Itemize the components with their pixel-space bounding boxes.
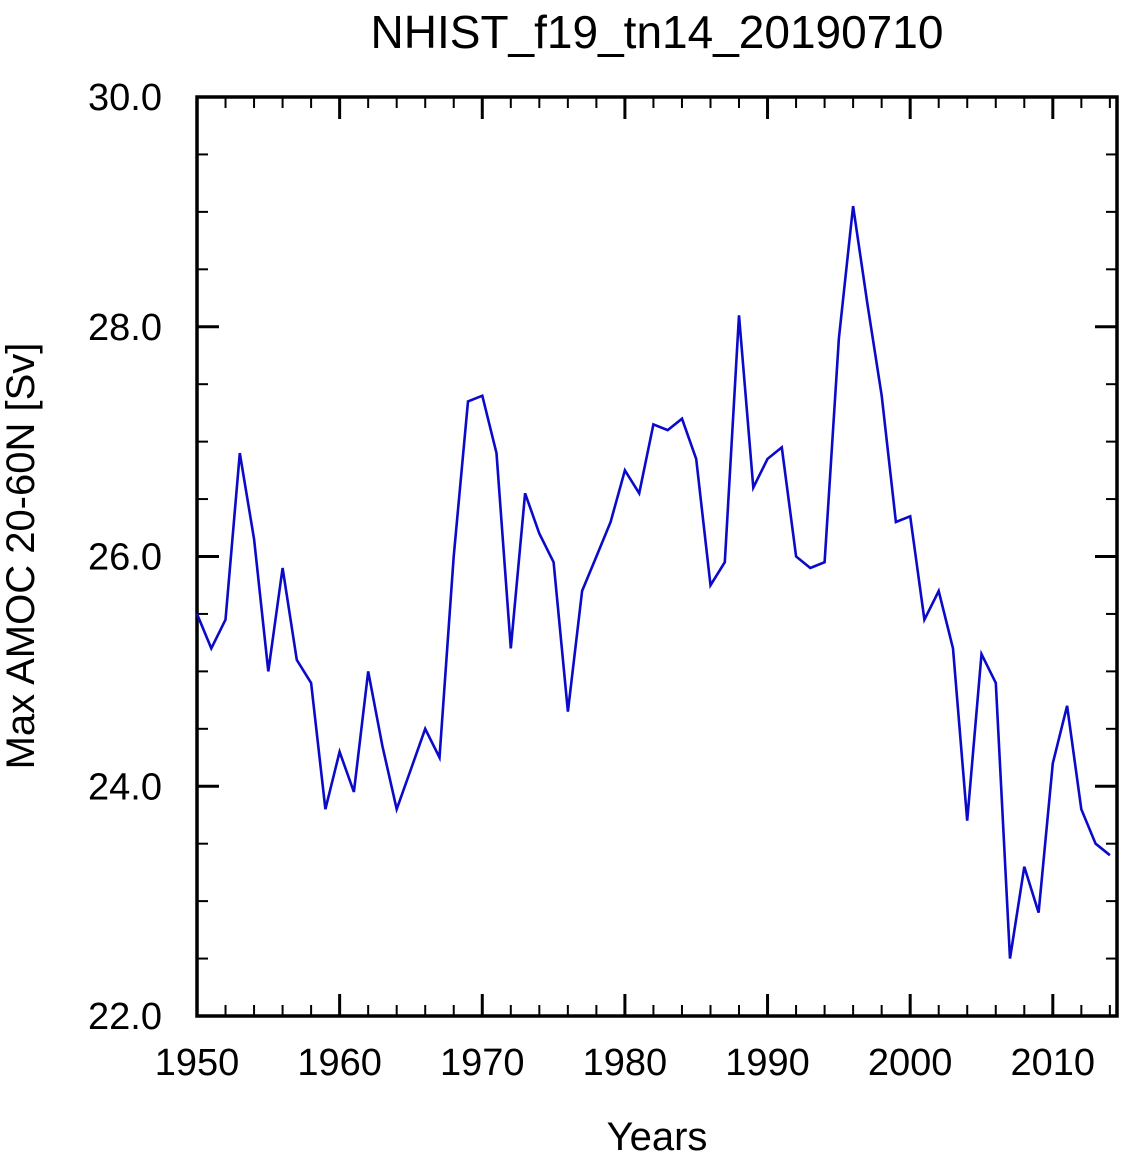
y-tick-label: 28.0 xyxy=(88,307,162,349)
x-tick-label: 1950 xyxy=(155,1042,240,1084)
y-tick-label: 26.0 xyxy=(88,537,162,579)
x-axis-label: Years xyxy=(607,1115,708,1159)
y-tick-label: 22.0 xyxy=(88,996,162,1038)
chart-title: NHIST_f19_tn14_20190710 xyxy=(371,6,944,58)
x-tick-label: 1980 xyxy=(583,1042,668,1084)
tick-labels: 1950 1960 1970 1980 1990 2000 2010 22.0 24.0 26.0… xyxy=(88,77,1095,1084)
data-line xyxy=(195,205,1111,959)
y-tick-label: 24.0 xyxy=(88,766,162,808)
y-axis-label: Max AMOC 20-60N [Sv] xyxy=(0,343,43,770)
x-tick-label: 1970 xyxy=(440,1042,525,1084)
x-tick-label: 1960 xyxy=(297,1042,382,1084)
y-tick-label: 30.0 xyxy=(88,77,162,119)
tick-marks xyxy=(195,95,1117,1018)
plot-border xyxy=(195,95,1119,1018)
x-tick-label: 2010 xyxy=(1011,1042,1096,1084)
x-tick-label: 1990 xyxy=(725,1042,810,1084)
x-tick-label: 2000 xyxy=(868,1042,953,1084)
